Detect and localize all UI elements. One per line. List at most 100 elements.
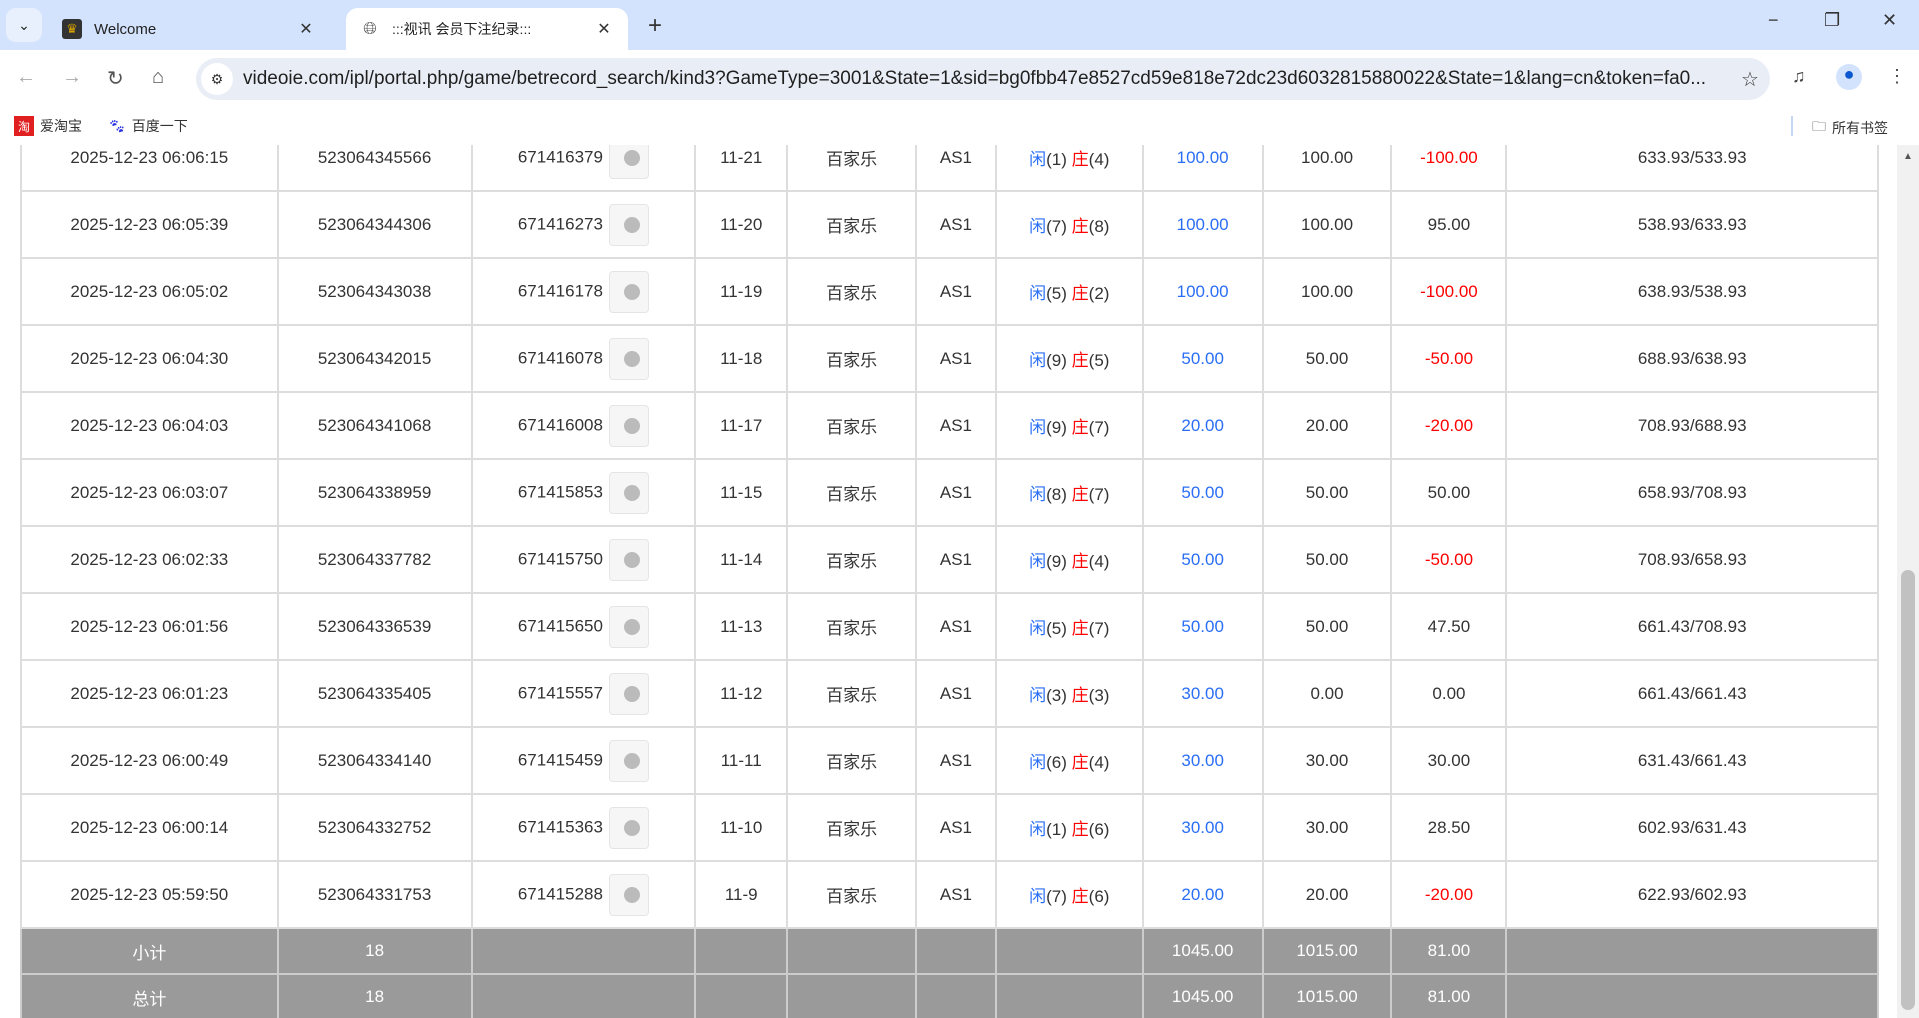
bet-time: 2025-12-23 06:05:39: [20, 190, 279, 259]
video-replay-icon[interactable]: [608, 337, 649, 380]
order-number: 523064336539: [276, 592, 473, 661]
video-replay-icon[interactable]: [608, 605, 649, 648]
empty-cell: [786, 927, 917, 975]
result: 闲(1) 庄(4): [994, 145, 1144, 192]
close-window-button[interactable]: ✕: [1882, 10, 1898, 30]
table-id: AS1: [914, 860, 997, 929]
order-number: 523064331753: [276, 860, 473, 929]
table-id: AS1: [914, 190, 997, 259]
table-row: 2025-12-23 06:00:14 523064332752 671415363…: [20, 793, 1879, 862]
balance: 688.93/638.93: [1505, 324, 1879, 393]
site-logo-icon: ♛: [62, 19, 82, 39]
tab-bet-record[interactable]: 🌐︎ :::视讯 会员下注纪录::: ✕: [346, 8, 628, 50]
bet-amount: 50.00: [1141, 324, 1264, 393]
table-row: 2025-12-23 06:01:56 523064336539 671415650…: [20, 592, 1879, 661]
tab-welcome[interactable]: ♛ Welcome ✕: [48, 8, 330, 50]
summary-label: 小计: [20, 927, 279, 975]
valid-bet: 30.00: [1261, 793, 1393, 862]
shoe-number: 11-18: [694, 324, 789, 393]
page-content: 2025-12-23 06:06:15 523064345566 671416379…: [0, 145, 1897, 1018]
valid-bet: 100.00: [1261, 145, 1393, 192]
bet-time: 2025-12-23 06:00:14: [20, 793, 279, 862]
new-tab-button[interactable]: +: [648, 12, 663, 39]
profile-avatar-icon[interactable]: ●: [1836, 64, 1862, 90]
table-row: 2025-12-23 05:59:50 523064331753 671415288…: [20, 860, 1879, 929]
all-bookmarks-button[interactable]: 🗀 所有书签: [1812, 116, 1888, 140]
table-id: AS1: [914, 659, 997, 728]
result: 闲(8) 庄(7): [994, 458, 1144, 527]
win-loss: 28.50: [1390, 793, 1508, 862]
close-tab-icon[interactable]: ✕: [597, 21, 611, 38]
vertical-scrollbar[interactable]: ▲: [1897, 145, 1919, 1018]
win-loss: 47.50: [1390, 592, 1508, 661]
result: 闲(7) 庄(6): [994, 860, 1144, 929]
site-info-icon[interactable]: ⚙: [201, 63, 233, 95]
round-number: 671415363: [470, 793, 697, 862]
result: 闲(7) 庄(8): [994, 190, 1144, 259]
back-icon[interactable]: ←: [16, 66, 36, 88]
win-loss: -20.00: [1390, 391, 1508, 460]
summary-count: 18: [276, 927, 473, 975]
media-control-icon[interactable]: ♫: [1792, 66, 1806, 86]
result: 闲(9) 庄(4): [994, 525, 1144, 594]
order-number: 523064332752: [276, 793, 473, 862]
scroll-up-arrow-icon[interactable]: ▲: [1903, 151, 1913, 162]
valid-bet: 0.00: [1261, 659, 1393, 728]
win-loss: 95.00: [1390, 190, 1508, 259]
table-id: AS1: [914, 257, 997, 326]
video-replay-icon[interactable]: [608, 538, 649, 581]
address-bar[interactable]: ⚙ videoie.com/ipl/portal.php/game/betrec…: [196, 58, 1770, 100]
shoe-number: 11-15: [694, 458, 789, 527]
bet-amount: 20.00: [1141, 860, 1264, 929]
bookmark-taobao[interactable]: 淘 爱淘宝: [14, 116, 82, 136]
shoe-number: 11-17: [694, 391, 789, 460]
video-replay-icon[interactable]: [608, 404, 649, 447]
video-replay-icon[interactable]: [608, 471, 649, 514]
table-row: 2025-12-23 06:05:39 523064344306 671416273…: [20, 190, 1879, 259]
video-replay-icon[interactable]: [608, 873, 649, 916]
video-replay-icon[interactable]: [608, 739, 649, 782]
video-replay-icon[interactable]: [608, 145, 649, 179]
valid-bet: 30.00: [1261, 726, 1393, 795]
video-replay-icon[interactable]: [608, 270, 649, 313]
tab-search-button[interactable]: ⌄: [6, 8, 42, 42]
globe-icon: 🌐︎: [363, 19, 377, 38]
balance: 538.93/633.93: [1505, 190, 1879, 259]
bookmarks-bar: 淘 爱淘宝 🐾︎ 百度一下 🗀 所有书签: [0, 108, 1919, 145]
menu-kebab-icon[interactable]: ⋮: [1888, 66, 1906, 86]
reload-icon[interactable]: ↻: [107, 68, 124, 90]
game-type: 百家乐: [786, 659, 917, 728]
game-type: 百家乐: [786, 726, 917, 795]
summary-row: 总计 18 1045.00 1015.00 81.00: [20, 973, 1879, 1018]
result: 闲(1) 庄(6): [994, 793, 1144, 862]
restore-button[interactable]: ❐: [1824, 10, 1841, 30]
balance: 631.43/661.43: [1505, 726, 1879, 795]
valid-bet: 100.00: [1261, 257, 1393, 326]
home-icon[interactable]: ⌂: [152, 66, 165, 88]
video-replay-icon[interactable]: [608, 806, 649, 849]
scrollbar-thumb[interactable]: [1901, 570, 1915, 1010]
summary-valid: 1015.00: [1261, 927, 1393, 975]
bet-amount: 50.00: [1141, 525, 1264, 594]
shoe-number: 11-12: [694, 659, 789, 728]
close-tab-icon[interactable]: ✕: [299, 21, 313, 38]
result: 闲(6) 庄(4): [994, 726, 1144, 795]
win-loss: 50.00: [1390, 458, 1508, 527]
bookmark-star-icon[interactable]: ☆: [1741, 68, 1759, 91]
order-number: 523064342015: [276, 324, 473, 393]
summary-bet: 1045.00: [1141, 927, 1264, 975]
game-type: 百家乐: [786, 458, 917, 527]
game-type: 百家乐: [786, 324, 917, 393]
shoe-number: 11-20: [694, 190, 789, 259]
result: 闲(9) 庄(7): [994, 391, 1144, 460]
bet-time: 2025-12-23 06:05:02: [20, 257, 279, 326]
empty-cell: [1505, 973, 1879, 1018]
video-replay-icon[interactable]: [608, 203, 649, 246]
video-replay-icon[interactable]: [608, 672, 649, 715]
forward-icon[interactable]: →: [62, 66, 82, 88]
round-number: 671415853: [470, 458, 697, 527]
result: 闲(5) 庄(7): [994, 592, 1144, 661]
shoe-number: 11-21: [694, 145, 789, 192]
bookmark-baidu[interactable]: 🐾︎ 百度一下: [108, 117, 188, 135]
minimize-button[interactable]: −: [1768, 10, 1779, 30]
